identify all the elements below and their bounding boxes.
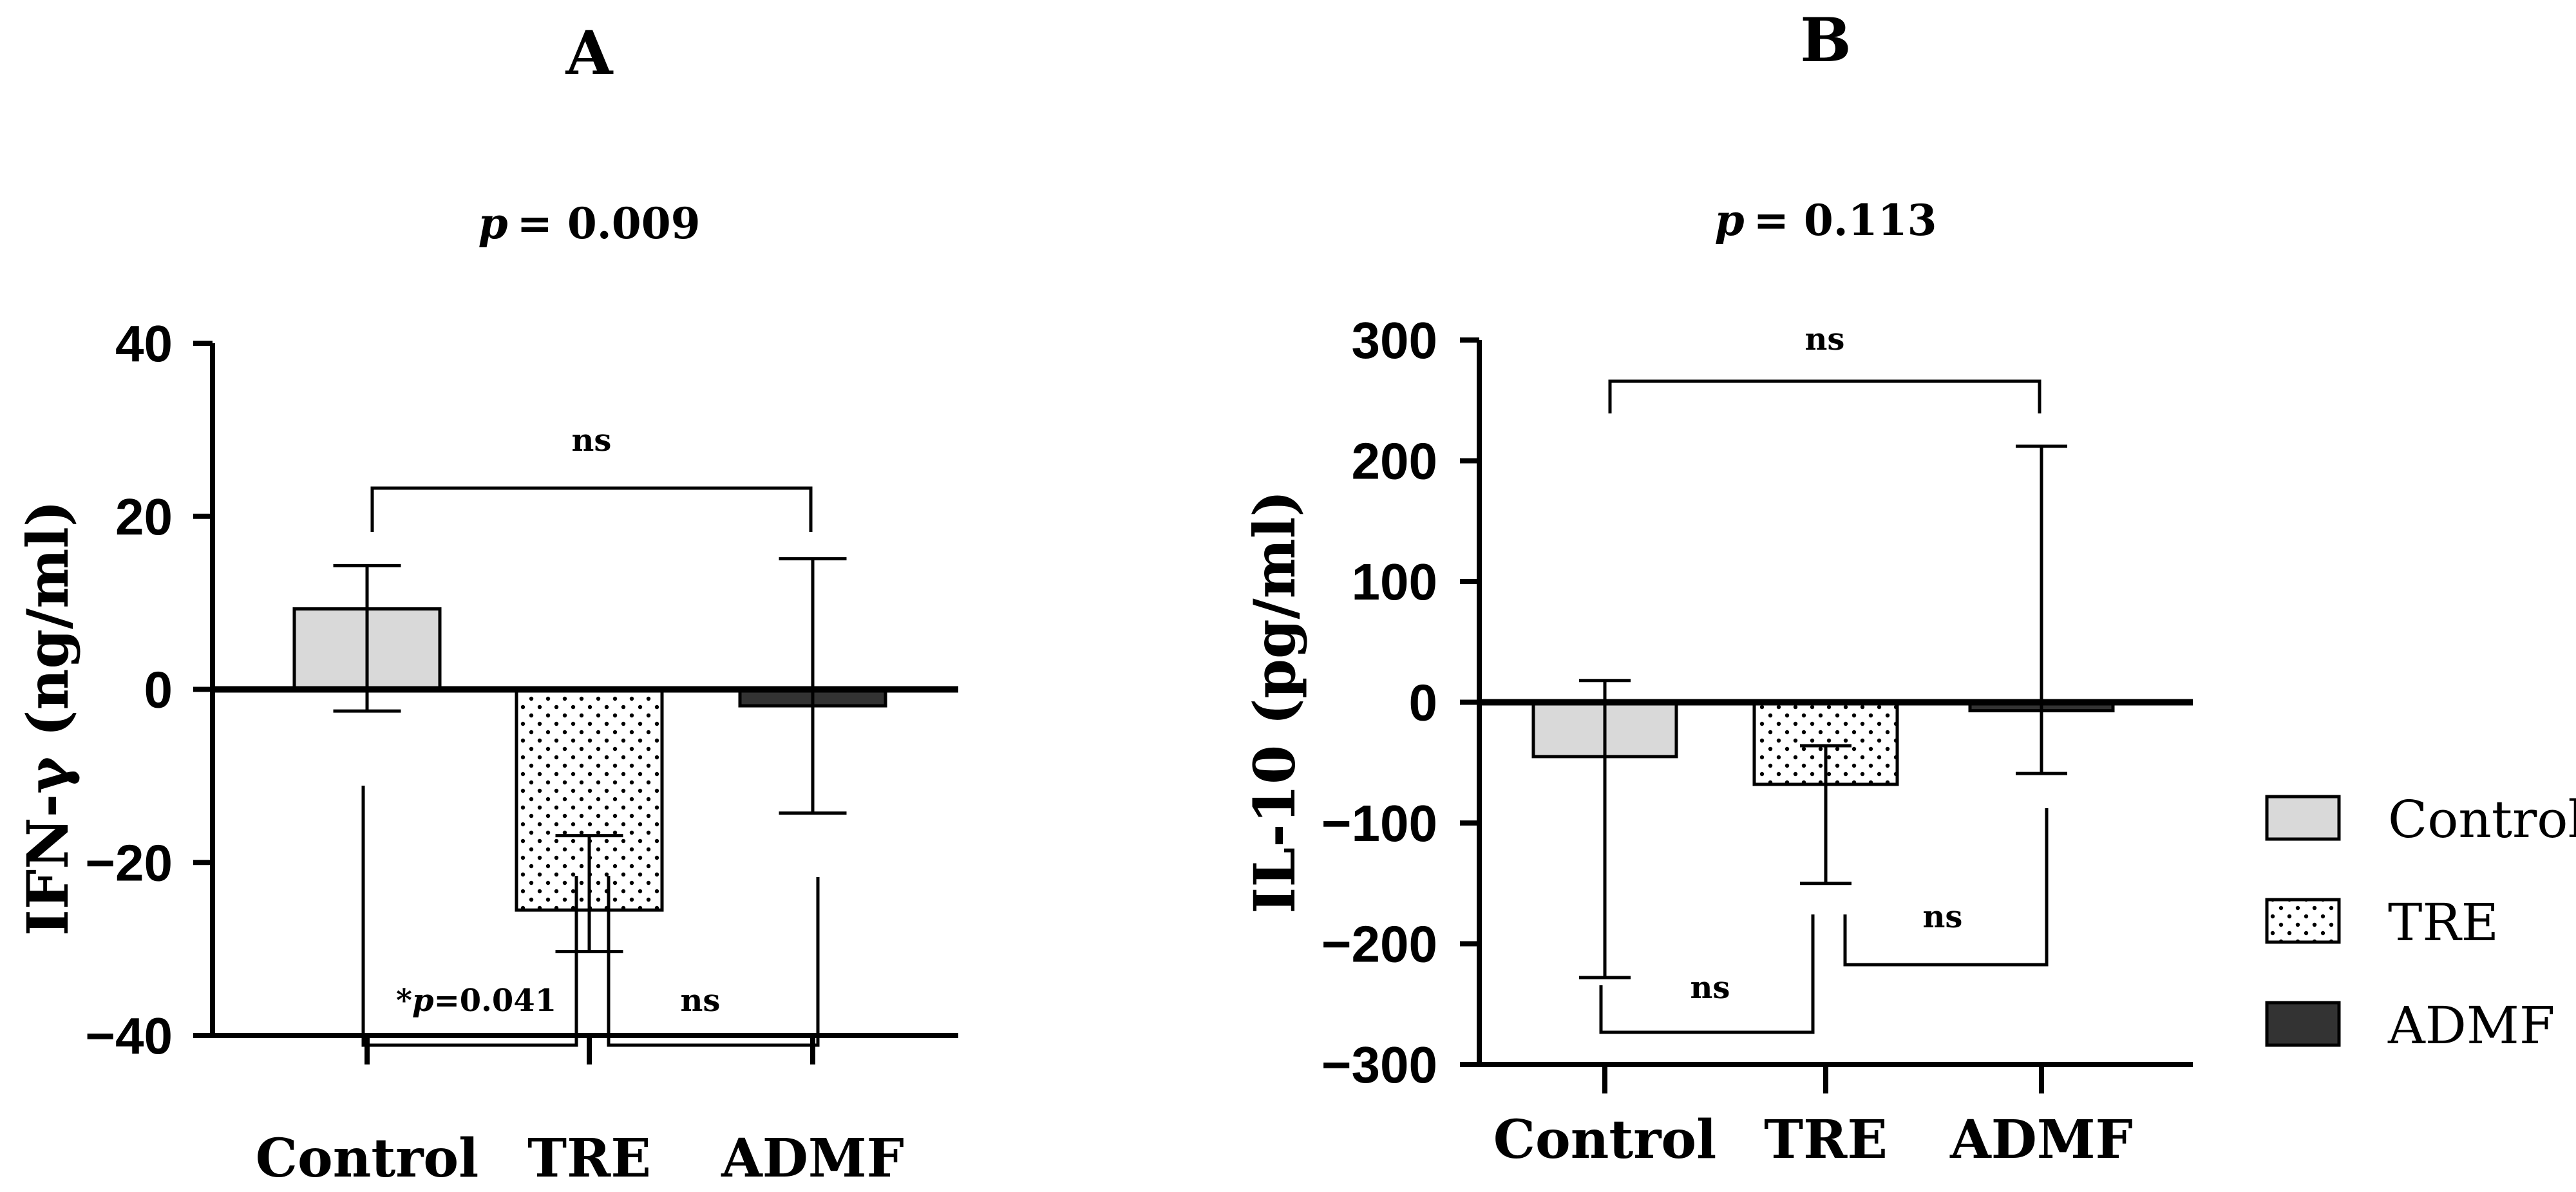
panel-a-sig-label: ns [681,983,721,1019]
panel-b-ytick-label: 300 [1352,312,1437,369]
legend-label-control: Control [2388,790,2576,849]
panel-a-category-label: TRE [527,1128,651,1189]
panel-a-bracket-below [361,786,578,1047]
panel-b-category-label: ADMF [1949,1109,2133,1171]
panel-b-bracket-below [1843,808,2049,967]
legend: Control TRE ADMF [2265,790,2576,1055]
panel-b-ylabel: IL-10 (pg/ml) [1241,490,1308,914]
legend-label-admf: ADMF [2387,996,2555,1055]
panel-a-sig-label: ns [572,422,612,459]
legend-swatch-admf [2265,1001,2341,1047]
panel-a-plot: −40 −20 0 20 40 Control TRE ADMF ns *p=0.041 ns [85,315,958,1189]
panel-b-ytick-label: 100 [1352,553,1437,610]
panel-a-sig-label: *p=0.041 [396,983,556,1019]
panel-a-ytick-label: 20 [115,488,173,545]
panel-a-ylabel: IFN-γ (ng/ml) [14,500,81,936]
panel-a-pvalue-label: p [478,198,507,249]
panel-b-letter: B [1800,5,1851,76]
legend-swatch-control [2265,795,2341,841]
panel-a-ytick-label: 40 [115,315,173,372]
panel-b-category-label: Control [1493,1109,1717,1171]
panel-b-sig-label: ns [1805,321,1845,357]
panel-b-pvalue-label: p [1714,195,1744,245]
panel-a-ytick-label: −40 [85,1007,173,1064]
panel-b-sig-label: ns [1690,970,1730,1006]
panel-a-ytick-label: 0 [144,661,173,719]
panel-a-ytick-label: −20 [85,834,173,891]
legend-label-tre: TRE [2388,893,2499,952]
panel-b-category-label: TRE [1764,1109,1888,1171]
panel-a-category-label: ADMF [721,1128,904,1189]
panel-b-sig-label: ns [1923,899,1963,935]
panel-a-pvalue-value: = 0.009 [517,198,701,249]
panel-b-pvalue-value: = 0.113 [1754,195,1937,245]
panel-b-pvalue: p = 0.113 [1714,195,1937,245]
panel-a-bracket-above [370,486,813,532]
panel-a-sig-value: =0.041 [434,983,557,1019]
legend-swatch-tre [2265,898,2341,944]
panel-b-plot: −300 −200 −100 0 100 200 300 Control TRE ADMF ns ns… [1321,312,2193,1171]
panel-a-sig-prefix: *p [396,983,434,1019]
panel-b-ytick-label: −300 [1321,1036,1437,1093]
panel-b-ytick-label: −200 [1321,916,1437,973]
panel-a-bracket-below [607,876,820,1047]
panel-b-ytick-label: 200 [1352,433,1437,490]
panel-b-bracket-above [1608,379,2041,413]
panel-a-category-label: Control [256,1128,479,1189]
panel-b-ytick-label: 0 [1409,674,1438,732]
panel-b-bracket-below [1599,914,1815,1034]
panel-a-letter: A [565,18,614,89]
panel-a-pvalue: p = 0.009 [478,198,700,249]
panel-b-ytick-label: −100 [1321,795,1437,852]
